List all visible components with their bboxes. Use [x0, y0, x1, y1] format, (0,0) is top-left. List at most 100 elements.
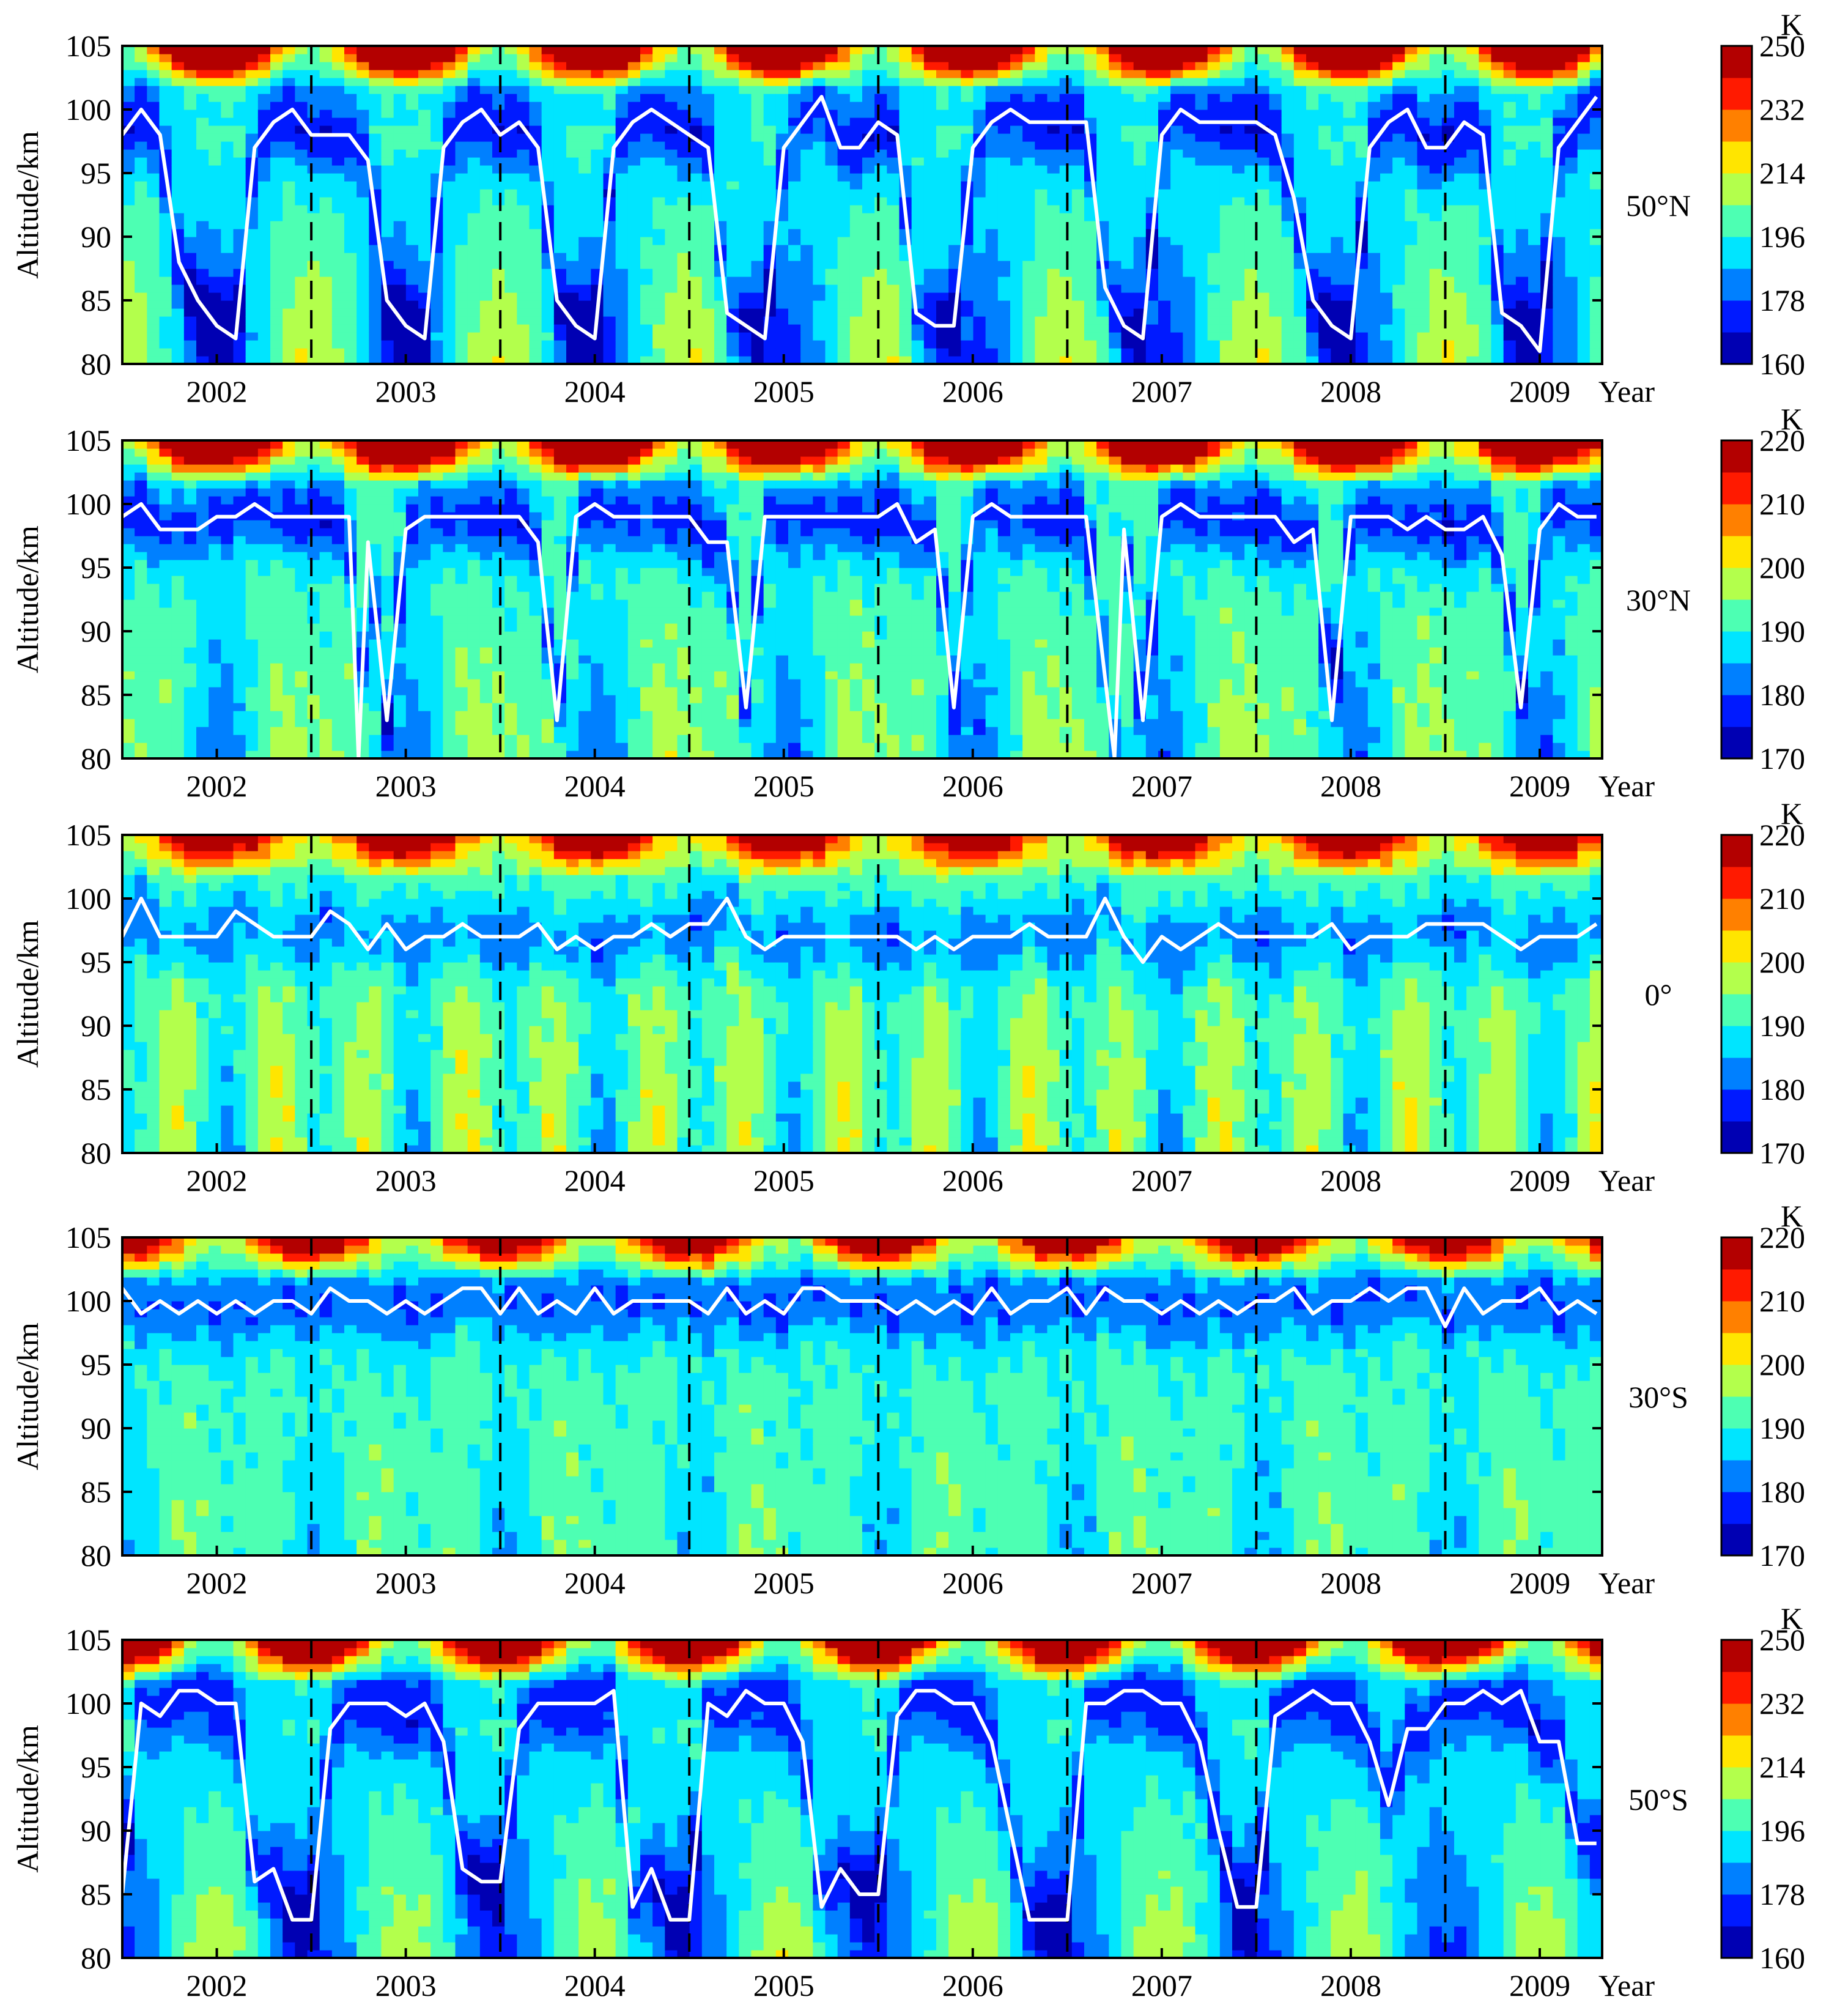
heatmap-cell: [640, 221, 653, 229]
heatmap-cell: [1096, 356, 1109, 365]
heatmap-cell: [147, 711, 160, 719]
heatmap-cell: [1059, 165, 1073, 174]
heatmap-cell: [357, 221, 369, 229]
heatmap-cell: [1367, 253, 1381, 261]
heatmap-cell: [283, 94, 295, 102]
heatmap-cell: [209, 125, 221, 134]
heatmap-cell: [1232, 94, 1245, 102]
heatmap-cell: [1207, 348, 1221, 357]
heatmap-cell: [985, 276, 999, 285]
heatmap-cell: [1183, 54, 1196, 62]
heatmap-cell: [1059, 229, 1073, 237]
heatmap-cell: [837, 308, 851, 317]
heatmap-cell: [455, 308, 468, 317]
heatmap-cell: [135, 125, 147, 134]
heatmap-cell: [1454, 253, 1467, 261]
heatmap-cell: [443, 181, 456, 190]
heatmap-cell: [1084, 94, 1097, 102]
heatmap-cell: [1121, 46, 1134, 54]
heatmap-cell: [418, 229, 431, 237]
heatmap-cell: [825, 324, 838, 333]
heatmap-cell: [1096, 340, 1109, 349]
heatmap-cell: [455, 245, 468, 253]
heatmap-cell: [701, 213, 715, 221]
heatmap-cell: [1207, 94, 1221, 102]
heatmap-cell: [1170, 46, 1183, 54]
heatmap-cell: [1257, 165, 1270, 174]
heatmap-cell: [553, 229, 567, 237]
heatmap-cell: [1096, 165, 1109, 174]
heatmap-cell: [135, 544, 147, 552]
heatmap-cell: [1047, 133, 1060, 142]
heatmap-cell: [813, 173, 826, 182]
heatmap-cell: [603, 316, 616, 325]
heatmap-cell: [357, 213, 369, 221]
heatmap-cell: [393, 94, 407, 102]
heatmap-cell: [603, 94, 616, 102]
heatmap-cell: [862, 221, 875, 229]
heatmap-cell: [418, 269, 431, 277]
heatmap-cell: [430, 348, 443, 357]
heatmap-cell: [591, 125, 604, 134]
heatmap-cell: [1540, 117, 1553, 126]
heatmap-cell: [147, 615, 160, 624]
heatmap-cell: [1219, 237, 1233, 245]
heatmap-cell: [553, 165, 567, 174]
heatmap-cell: [837, 237, 851, 245]
heatmap-cell: [1429, 356, 1443, 365]
heatmap-cell: [1121, 117, 1134, 126]
heatmap-cell: [578, 284, 591, 293]
heatmap-cell: [159, 308, 172, 317]
heatmap-cell: [479, 237, 493, 245]
heatmap-cell: [405, 213, 419, 221]
heatmap-cell: [1170, 356, 1183, 365]
heatmap-cell: [1515, 253, 1529, 261]
heatmap-cell: [1121, 149, 1134, 158]
heatmap-cell: [627, 149, 641, 158]
heatmap-cell: [1047, 173, 1060, 182]
heatmap-cell: [1183, 165, 1196, 174]
heatmap-cell: [1109, 356, 1122, 365]
heatmap-cell: [504, 78, 517, 86]
heatmap-cell: [529, 292, 542, 301]
heatmap-cell: [331, 197, 345, 206]
heatmap-cell: [1577, 181, 1591, 190]
heatmap-cell: [1380, 332, 1393, 341]
heatmap-cell: [627, 189, 641, 198]
heatmap-cell: [788, 276, 801, 285]
heatmap-cell: [122, 173, 135, 182]
heatmap-cell: [171, 94, 185, 102]
heatmap-cell: [997, 46, 1011, 54]
heatmap-cell: [122, 292, 135, 301]
heatmap-cell: [652, 157, 665, 166]
heatmap-cell: [393, 46, 407, 54]
heatmap-cell: [283, 125, 295, 134]
heatmap-cell: [1035, 109, 1048, 118]
heatmap-cell: [837, 133, 851, 142]
heatmap-cell: [295, 276, 308, 285]
heatmap-cell: [1429, 46, 1443, 54]
heatmap-cell: [997, 125, 1011, 134]
heatmap-cell: [171, 340, 185, 349]
heatmap-cell: [1515, 125, 1529, 134]
heatmap-cell: [122, 703, 135, 711]
heatmap-cell: [1589, 62, 1603, 70]
heatmap-cell: [135, 607, 147, 616]
heatmap-cell: [837, 117, 851, 126]
heatmap-cell: [443, 149, 456, 158]
heatmap-cell: [122, 54, 135, 62]
heatmap-cell: [295, 62, 308, 70]
heatmap-cell: [1392, 292, 1405, 301]
heatmap-cell: [1035, 141, 1048, 150]
heatmap-cell: [936, 261, 949, 269]
heatmap-cell: [467, 70, 481, 78]
heatmap-cell: [1392, 300, 1405, 309]
heatmap-cell: [640, 102, 653, 110]
heatmap-cell: [147, 205, 160, 213]
heatmap-cell: [1318, 149, 1331, 158]
heatmap-cell: [997, 78, 1011, 86]
heatmap-cell: [1441, 117, 1455, 126]
heatmap-cell: [961, 253, 974, 261]
heatmap-cell: [1133, 245, 1147, 253]
heatmap-cell: [1405, 324, 1418, 333]
